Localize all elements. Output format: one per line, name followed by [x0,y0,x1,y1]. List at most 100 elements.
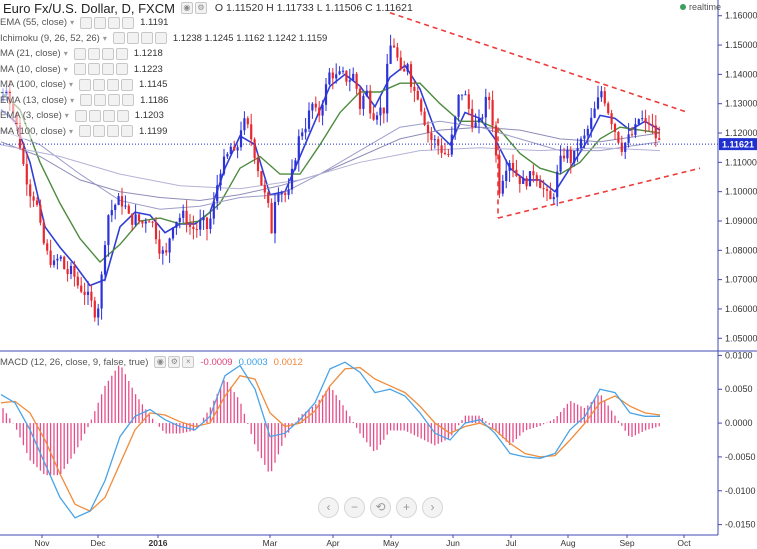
close-icon[interactable] [102,109,115,122]
more-icon[interactable] [122,94,135,106]
indicator-legend-row[interactable]: EMA (13, close) ▾ 1.1186 [0,92,169,108]
settings-icon[interactable] [94,94,107,106]
candle-body-up [97,308,100,318]
candle-body-down [447,154,450,156]
reset-button[interactable]: ⟲ [370,497,391,518]
moving-average-line [0,82,661,263]
eye-icon[interactable] [79,125,92,137]
chevron-down-icon[interactable]: ▾ [70,18,75,27]
chevron-down-icon[interactable]: ▾ [64,111,69,120]
indicator-controls [73,47,128,60]
macd-tick-label: 0.0100 [725,350,753,360]
candle-body-down [603,91,606,104]
indicator-controls [80,94,135,106]
zoom-out-button[interactable]: − [344,497,365,518]
close-icon[interactable]: × [182,356,195,368]
indicator-label: MA (100, close) [0,125,66,137]
close-icon[interactable] [108,94,121,106]
candle-body-down [518,175,521,184]
price-tick-label: 1.11000 [725,157,757,167]
time-tick-label: Jul [506,538,517,548]
more-icon[interactable] [115,63,128,75]
candle-body-up [641,118,644,120]
chevron-down-icon[interactable]: ▾ [70,95,75,105]
more-icon[interactable] [154,32,167,44]
candle-body-up [277,193,280,202]
candle-body-up [144,221,147,224]
candle-body-up [56,258,59,261]
more-icon[interactable] [115,47,128,60]
close-icon[interactable] [107,125,120,137]
more-icon[interactable] [121,125,134,137]
trendline[interactable] [389,12,689,114]
chevron-down-icon[interactable]: ▾ [69,80,74,89]
candle-body-up [501,180,504,194]
eye-icon[interactable] [74,109,87,122]
indicator-label: Ichimoku (9, 26, 52, 26) [0,32,100,44]
price-tick-label: 1.09000 [725,216,757,226]
settings-icon[interactable] [94,16,107,29]
candle-body-up [596,97,600,109]
candle-body-down [49,250,52,265]
eye-icon[interactable]: ◉ [154,356,167,368]
candle-body-up [552,197,555,200]
indicator-value: 1.1199 [139,125,168,137]
settings-icon[interactable]: ⚙ [168,356,181,368]
settings-icon[interactable] [87,47,100,60]
chevron-down-icon[interactable]: ▾ [63,49,68,58]
indicator-legend-row[interactable]: MA (100, close) ▾ 1.1199 [0,123,168,139]
settings-icon[interactable] [93,125,106,137]
symbol-title[interactable]: Euro Fx/U.S. Dollar, D, FXCM [3,0,175,16]
eye-icon[interactable]: ◉ [180,2,193,14]
eye-icon[interactable] [80,94,93,106]
scroll-right-button[interactable]: › [422,497,443,518]
time-tick-label: Mar [263,538,278,548]
indicator-legend-row[interactable]: MA (10, close) ▾ 1.1223 [0,61,163,77]
more-icon[interactable] [116,109,129,122]
indicator-legend-row[interactable]: MA (21, close) ▾ 1.1218 [0,46,163,61]
chevron-down-icon[interactable]: ▾ [63,64,68,74]
trendline[interactable] [497,167,701,219]
candle-body-up [321,104,324,116]
macd-hist-value: -0.0009 [200,356,233,368]
close-icon[interactable] [101,63,114,75]
scroll-left-button[interactable]: ‹ [318,497,339,518]
macd-label[interactable]: MACD (12, 26, close, 9, false, true) [0,356,149,368]
candle-body-down [331,72,334,79]
more-icon[interactable] [121,78,134,91]
close-icon[interactable] [108,16,121,29]
indicator-legend-row[interactable]: EMA (3, close) ▾ 1.1203 [0,108,164,123]
settings-icon[interactable] [126,32,139,44]
close-icon[interactable] [107,78,120,91]
eye-icon[interactable] [80,16,93,29]
candle-body-up [199,220,202,230]
candle-body-up [86,291,90,295]
eye-icon[interactable] [112,32,125,44]
candle-body-down [35,200,39,205]
indicator-value: 1.1238 1.1245 1.1162 1.1242 1.1159 [172,32,328,44]
close-icon[interactable] [101,47,114,60]
zoom-in-button[interactable]: + [396,497,417,518]
candle-body-down [488,96,491,101]
settings-icon[interactable] [88,109,101,122]
candle-body-up [457,94,460,117]
eye-icon[interactable] [73,47,86,60]
chevron-down-icon[interactable]: ▾ [69,126,74,136]
eye-icon[interactable] [73,63,86,75]
chevron-down-icon[interactable]: ▾ [102,33,107,43]
price-tick-label: 1.10000 [725,187,757,197]
more-icon[interactable] [122,16,135,29]
macd-tick-label: -0.0050 [725,452,756,462]
candle-body-down [392,45,396,48]
settings-icon[interactable] [93,78,106,91]
indicator-legend-row[interactable]: EMA (55, close) ▾ 1.1191 [0,15,169,30]
close-icon[interactable] [140,32,153,44]
settings-icon[interactable] [87,63,100,75]
price-tick-label: 1.05000 [725,333,757,343]
indicator-legend-row[interactable]: MA (100, close) ▾ 1.1145 [0,77,168,92]
candle-body-down [569,149,572,163]
settings-icon[interactable]: ⚙ [194,2,207,14]
candle-body-up [433,139,436,141]
eye-icon[interactable] [79,78,92,91]
indicator-legend-row[interactable]: Ichimoku (9, 26, 52, 26) ▾ 1.1238 1.1245 1… [0,30,328,46]
